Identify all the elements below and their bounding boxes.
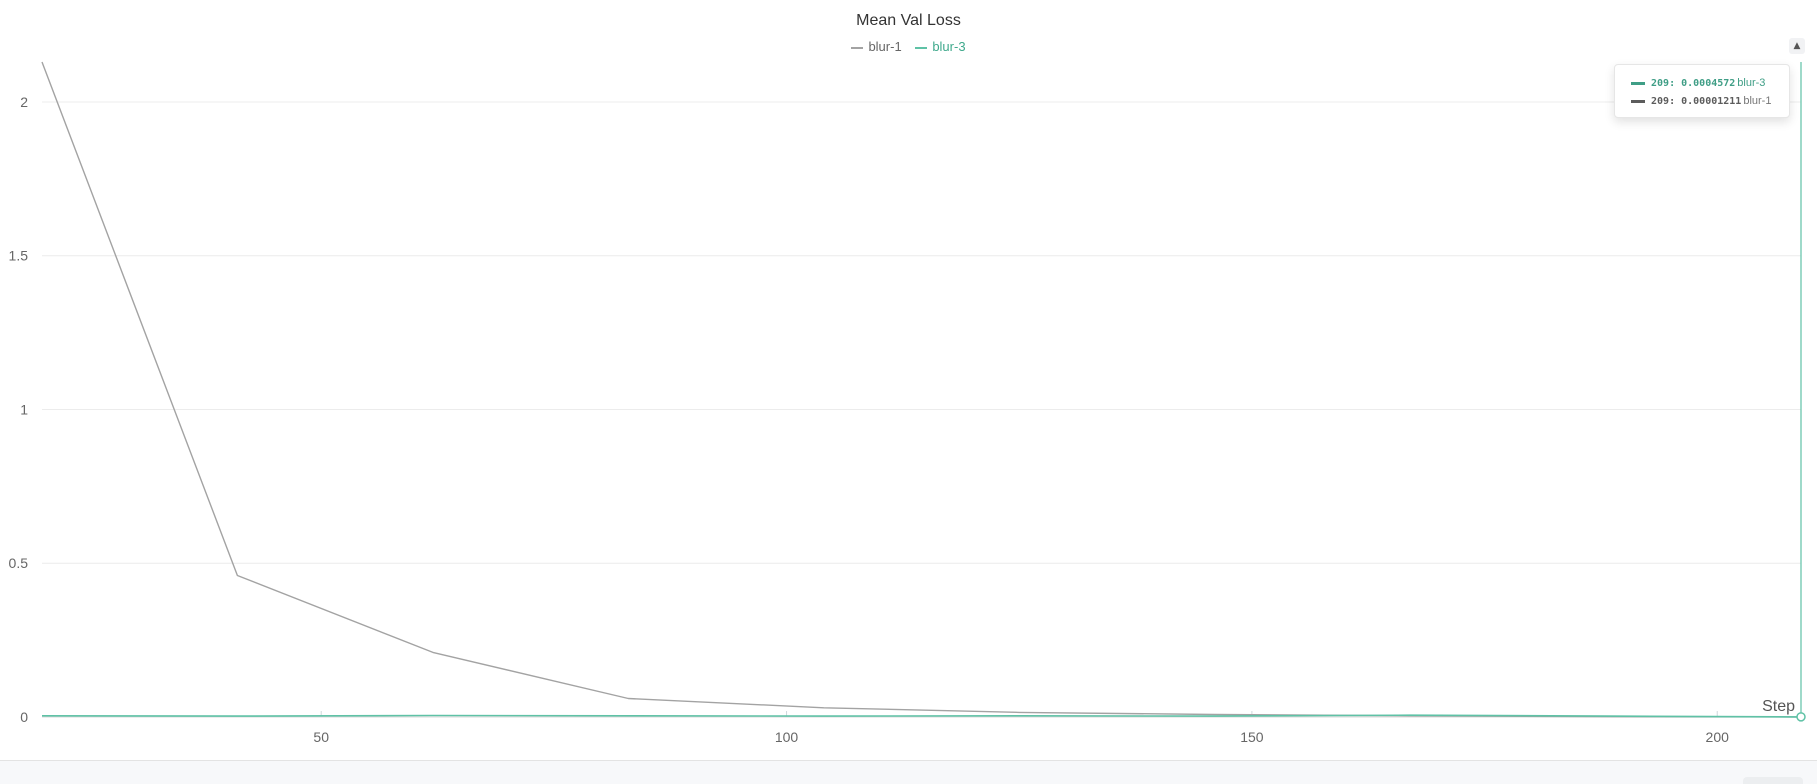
legend-item-blur-1[interactable]: blur-1 — [851, 39, 902, 54]
chart-axes: 0 0.5 1 1.5 2 50 100 150 200 — [9, 94, 1801, 745]
tooltip-step: 209 — [1651, 96, 1670, 107]
chart-title: Mean Val Loss — [856, 12, 961, 29]
chart-series — [41, 61, 1806, 722]
y-tick-label: 1.5 — [9, 248, 29, 264]
panel-footer — [0, 760, 1817, 784]
legend-label-blur-1: blur-1 — [868, 39, 902, 54]
legend-swatch-blur-3 — [915, 46, 928, 49]
x-tick-label: 200 — [1706, 729, 1730, 745]
tooltip-step: 209 — [1651, 78, 1670, 89]
tooltip-swatch-blur-3 — [1631, 81, 1645, 85]
series-line-blur-3 — [41, 714, 1802, 718]
tooltip-value: 0.00001211 — [1681, 96, 1742, 107]
chart-grid — [42, 101, 1801, 564]
legend-swatch-blur-1 — [851, 46, 864, 49]
legend-label-blur-3: blur-3 — [932, 39, 966, 54]
tooltip-value: 0.0004572 — [1681, 78, 1736, 89]
line-chart[interactable]: 0 0.5 1 1.5 2 50 100 150 200 Step — [0, 0, 1817, 760]
y-tick-label: 0 — [20, 709, 28, 725]
y-tick-label: 1 — [20, 401, 28, 417]
footer-tab[interactable] — [1743, 777, 1803, 784]
x-tick-label: 50 — [313, 729, 329, 745]
y-tick-label: 0.5 — [9, 555, 29, 571]
hover-tooltip: 209: 0.0004572 blur-3 209: 0.00001211 blur… — [1614, 64, 1790, 118]
x-axis-label: Step — [1762, 698, 1795, 715]
legend-item-blur-3[interactable]: blur-3 — [915, 39, 966, 54]
hover-point-marker — [1796, 712, 1806, 722]
tooltip-series-name: blur-1 — [1743, 95, 1772, 107]
tooltip-series-name: blur-3 — [1737, 77, 1766, 89]
y-tick-label: 2 — [20, 94, 28, 110]
sort-arrows-icon[interactable]: ▲ — [1789, 38, 1805, 54]
tooltip-swatch-blur-1 — [1631, 99, 1645, 103]
tooltip-row-blur-1: 209: 0.00001211 blur-1 — [1631, 94, 1771, 107]
tooltip-row-blur-3: 209: 0.0004572 blur-3 — [1631, 76, 1765, 89]
x-tick-label: 100 — [775, 729, 799, 745]
series-line-blur-1 — [41, 61, 1802, 718]
x-tick-label: 150 — [1240, 729, 1264, 745]
chart-panel: Mean Val Loss blur-1 blur-3 ▲ 0 0.5 1 1.5 2 5… — [0, 0, 1817, 760]
chart-legend: blur-1 blur-3 — [0, 39, 1817, 54]
